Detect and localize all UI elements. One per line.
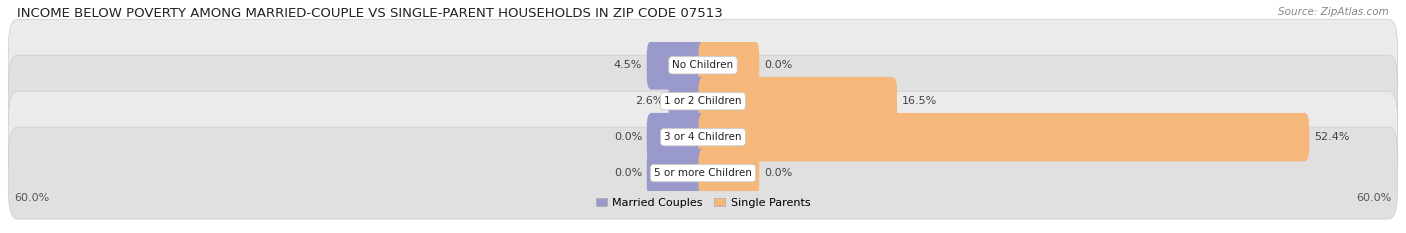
Text: 5 or more Children: 5 or more Children <box>654 168 752 178</box>
Text: 2.6%: 2.6% <box>636 96 664 106</box>
Text: 3 or 4 Children: 3 or 4 Children <box>664 132 742 142</box>
FancyBboxPatch shape <box>647 113 707 161</box>
Text: 0.0%: 0.0% <box>763 168 792 178</box>
Text: 4.5%: 4.5% <box>614 60 643 70</box>
FancyBboxPatch shape <box>647 41 707 89</box>
FancyBboxPatch shape <box>699 113 1309 161</box>
Text: 1 or 2 Children: 1 or 2 Children <box>664 96 742 106</box>
Text: 0.0%: 0.0% <box>763 60 792 70</box>
FancyBboxPatch shape <box>699 77 897 126</box>
FancyBboxPatch shape <box>8 19 1398 111</box>
FancyBboxPatch shape <box>647 149 707 197</box>
FancyBboxPatch shape <box>8 55 1398 147</box>
FancyBboxPatch shape <box>669 77 707 126</box>
Text: No Children: No Children <box>672 60 734 70</box>
Text: Source: ZipAtlas.com: Source: ZipAtlas.com <box>1278 7 1389 17</box>
Text: 16.5%: 16.5% <box>901 96 936 106</box>
FancyBboxPatch shape <box>8 127 1398 219</box>
Legend: Married Couples, Single Parents: Married Couples, Single Parents <box>592 193 814 212</box>
FancyBboxPatch shape <box>699 41 759 89</box>
Text: 60.0%: 60.0% <box>1357 193 1392 203</box>
FancyBboxPatch shape <box>699 149 759 197</box>
FancyBboxPatch shape <box>8 91 1398 183</box>
Text: 60.0%: 60.0% <box>14 193 49 203</box>
Text: INCOME BELOW POVERTY AMONG MARRIED-COUPLE VS SINGLE-PARENT HOUSEHOLDS IN ZIP COD: INCOME BELOW POVERTY AMONG MARRIED-COUPL… <box>17 7 723 20</box>
Text: 0.0%: 0.0% <box>614 168 643 178</box>
Text: 0.0%: 0.0% <box>614 132 643 142</box>
Text: 52.4%: 52.4% <box>1313 132 1350 142</box>
